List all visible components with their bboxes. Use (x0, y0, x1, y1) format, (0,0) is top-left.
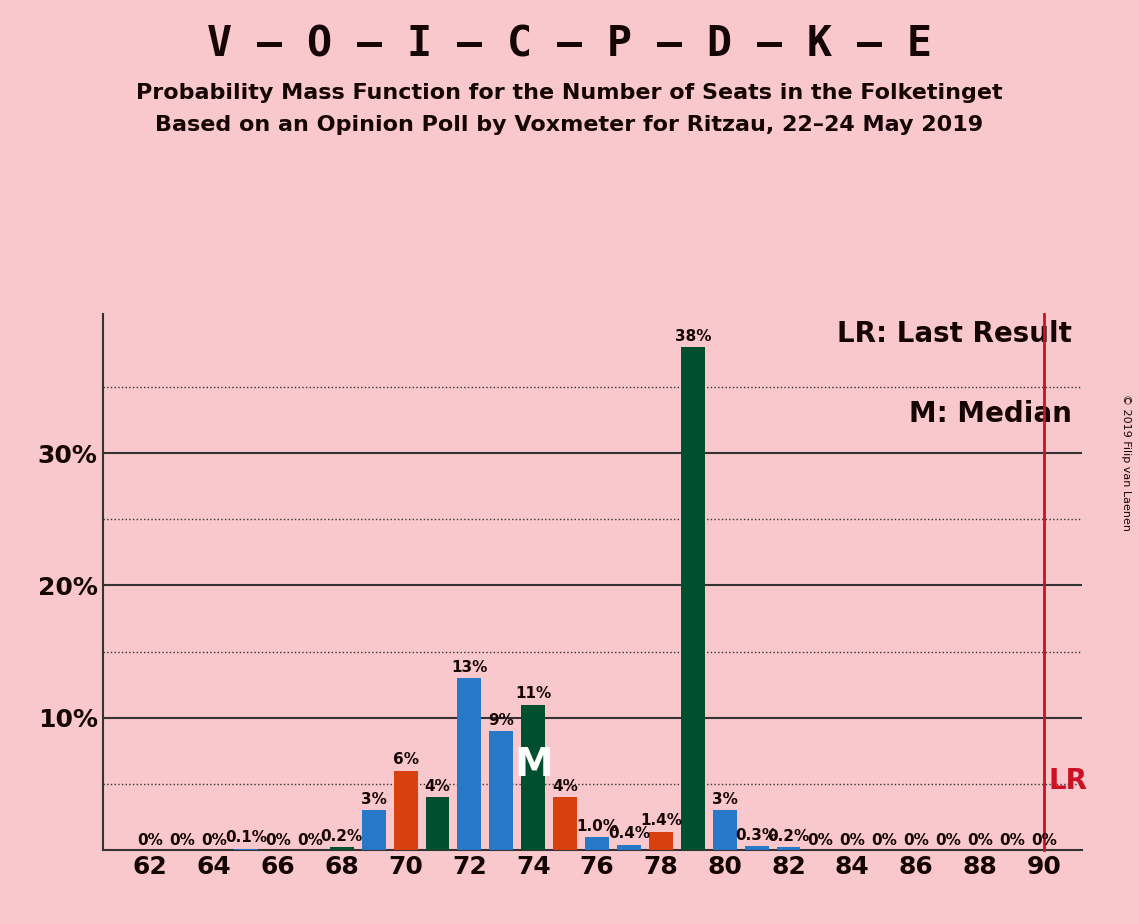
Bar (554, 797, 577, 850)
Text: 0%: 0% (839, 833, 866, 848)
Text: M: M (514, 746, 552, 784)
Text: Probability Mass Function for the Number of Seats in the Folketinget: Probability Mass Function for the Number… (137, 83, 1002, 103)
Text: 0%: 0% (935, 833, 961, 848)
Bar (394, 771, 418, 850)
Bar (235, 849, 259, 850)
Bar (777, 847, 801, 850)
Text: Based on an Opinion Poll by Voxmeter for Ritzau, 22–24 May 2019: Based on an Opinion Poll by Voxmeter for… (155, 115, 984, 135)
Text: 1.0%: 1.0% (576, 819, 618, 833)
Text: 11%: 11% (515, 687, 551, 701)
Text: 13%: 13% (451, 660, 487, 675)
Text: 0%: 0% (967, 833, 993, 848)
Text: 0.4%: 0.4% (608, 826, 650, 842)
Text: 0%: 0% (903, 833, 929, 848)
Bar (617, 845, 641, 850)
Text: 4%: 4% (425, 779, 450, 794)
Bar (458, 678, 482, 850)
Bar (522, 704, 546, 850)
Text: M: Median: M: Median (909, 400, 1072, 428)
Text: 0%: 0% (265, 833, 290, 848)
Text: 0.2%: 0.2% (321, 829, 363, 845)
Bar (681, 347, 705, 850)
Text: 6%: 6% (393, 752, 419, 767)
Text: 3%: 3% (361, 792, 386, 807)
Bar (585, 837, 609, 850)
Text: LR: LR (1049, 767, 1088, 795)
Text: 0%: 0% (808, 833, 834, 848)
Bar (330, 847, 354, 850)
Text: 0%: 0% (1031, 833, 1057, 848)
Text: LR: Last Result: LR: Last Result (837, 320, 1072, 347)
Text: 0%: 0% (999, 833, 1025, 848)
Text: V – O – I – C – P – D – K – E: V – O – I – C – P – D – K – E (207, 23, 932, 65)
Text: 0.2%: 0.2% (768, 829, 810, 845)
Text: 0%: 0% (871, 833, 898, 848)
Text: 4%: 4% (552, 779, 579, 794)
Text: 38%: 38% (674, 329, 711, 344)
Text: 0%: 0% (202, 833, 227, 848)
Bar (713, 810, 737, 850)
Text: 9%: 9% (489, 712, 515, 728)
Text: 0.3%: 0.3% (736, 828, 778, 843)
Text: 0%: 0% (297, 833, 322, 848)
Bar (745, 846, 769, 850)
Text: © 2019 Filip van Laenen: © 2019 Filip van Laenen (1121, 394, 1131, 530)
Text: 1.4%: 1.4% (640, 813, 682, 828)
Text: 3%: 3% (712, 792, 738, 807)
Text: 0.1%: 0.1% (226, 831, 267, 845)
Text: 0%: 0% (138, 833, 163, 848)
Bar (490, 731, 514, 850)
Bar (362, 810, 386, 850)
Bar (426, 797, 450, 850)
Text: 0%: 0% (170, 833, 195, 848)
Bar (649, 832, 673, 850)
